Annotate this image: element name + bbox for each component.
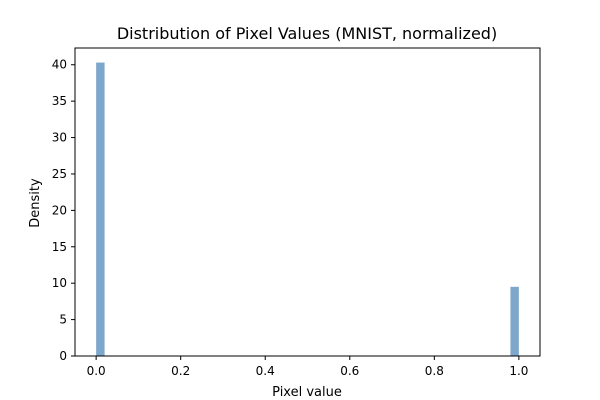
- y-tick-label: 5: [59, 313, 67, 327]
- y-tick-label: 40: [52, 58, 67, 72]
- y-tick-label: 35: [52, 94, 67, 108]
- x-axis-label: Pixel value: [272, 385, 342, 400]
- x-axis-ticks: 0.0 0.2 0.4 0.6 0.8 1.0: [87, 356, 528, 378]
- bars-group: [96, 62, 519, 357]
- x-tick-label: 0.4: [256, 364, 275, 378]
- x-tick-label: 0.8: [425, 364, 444, 378]
- plot-frame: [74, 47, 541, 357]
- x-tick-label: 0.2: [171, 364, 190, 378]
- y-tick-label: 10: [52, 276, 67, 290]
- y-axis-label: Density: [28, 178, 43, 228]
- x-tick-label: 0.6: [340, 364, 359, 378]
- y-tick-label: 30: [52, 131, 67, 145]
- y-tick-label: 15: [52, 240, 67, 254]
- y-tick-label: 20: [52, 203, 67, 217]
- histogram-bar-0: [96, 62, 105, 357]
- chart-title: Distribution of Pixel Values (MNIST, nor…: [117, 24, 497, 43]
- y-tick-label: 25: [52, 167, 67, 181]
- histogram-bar-1: [510, 286, 519, 356]
- y-tick-label: 0: [59, 349, 67, 363]
- x-tick-label: 0.0: [87, 364, 106, 378]
- y-axis-ticks: 0 5 10 15 20 25 30 35 40: [52, 58, 75, 363]
- x-tick-label: 1.0: [509, 364, 528, 378]
